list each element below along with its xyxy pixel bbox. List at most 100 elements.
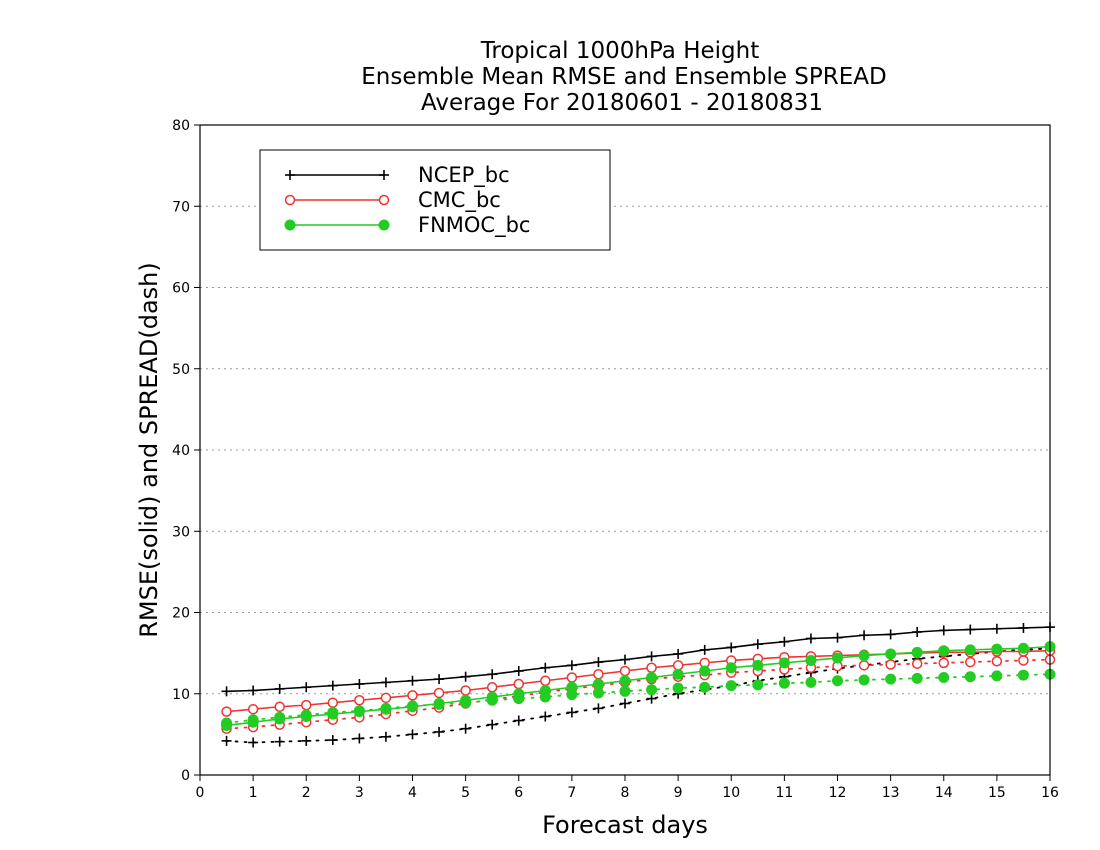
ncep-bc-rmse-point: [354, 679, 365, 689]
fnmoc-bc-rmse-point: [327, 708, 339, 720]
cmc-bc-spread-point: [965, 656, 976, 668]
ncep-bc-rmse-point: [301, 682, 312, 693]
y-tick-label: 20: [172, 606, 190, 622]
ncep-bc-spread-point: [407, 729, 418, 740]
ncep-bc-rmse-line: [226, 626, 1051, 693]
fnmoc-bc-rmse-point: [513, 688, 525, 700]
fnmoc-bc-spread-point: [699, 681, 711, 693]
x-tick-label: 1: [249, 785, 258, 801]
cmc-bc-spread-point: [885, 659, 896, 670]
fnmoc-bc-spread-point: [646, 684, 658, 696]
ncep-bc-rmse-point: [487, 669, 498, 680]
ncep-bc-spread-point: [460, 723, 471, 734]
fnmoc-bc-rmse-point: [752, 659, 764, 671]
ncep-bc-spread-point: [274, 736, 285, 747]
ncep-bc-rmse-point: [885, 629, 896, 640]
ncep-bc-rmse-point: [752, 639, 763, 650]
y-tick-label: 30: [172, 524, 190, 540]
fnmoc-bc-rmse-point: [407, 701, 418, 713]
fnmoc-bc-spread-point: [672, 682, 684, 694]
fnmoc-bc-rmse-point: [699, 665, 711, 677]
cmc-bc-rmse-point: [619, 665, 631, 677]
cmc-bc-rmse-point: [301, 699, 312, 711]
ncep-bc-rmse-point: [1018, 622, 1029, 633]
ncep-bc-rmse-point: [965, 624, 976, 635]
legend-marker: [378, 194, 390, 206]
cmc-bc-rmse-point: [221, 706, 232, 717]
cmc-bc-rmse-point: [460, 685, 471, 696]
ncep-bc-spread-point: [513, 715, 524, 726]
cmc-bc-spread-point: [991, 656, 1003, 667]
ncep-bc-rmse-point: [513, 666, 524, 676]
ncep-bc-spread-point: [646, 693, 657, 704]
ncep-bc-rmse-point: [540, 662, 551, 673]
fnmoc-bc-rmse-point: [433, 698, 445, 709]
ncep-bc-spread-line: [225, 647, 1051, 744]
cmc-bc-spread-point: [858, 660, 870, 671]
ncep-bc-rmse-point: [859, 630, 870, 641]
legend-item-ncep-bc: NCEP_bc: [285, 163, 510, 188]
cmc-bc-rmse-point: [486, 682, 498, 693]
ncep-bc-rmse-point: [991, 623, 1002, 634]
x-tick-label: 15: [988, 785, 1006, 801]
ncep-bc-spread-point: [620, 698, 630, 709]
fnmoc-bc-rmse-point: [274, 713, 286, 725]
x-tick-label: 5: [461, 785, 470, 801]
ncep-bc-rmse-point: [380, 677, 391, 688]
cmc-bc-rmse-point: [566, 672, 578, 683]
ncep-bc-rmse-point: [248, 685, 259, 696]
ncep-bc-spread-point: [380, 731, 391, 742]
ncep-bc-spread-point: [540, 711, 551, 722]
y-tick-label: 50: [172, 362, 190, 378]
cmc-bc-rmse-point: [274, 701, 285, 712]
x-tick-label: 10: [722, 785, 740, 801]
y-tick-label: 60: [172, 281, 190, 297]
ncep-bc-rmse-point: [327, 680, 338, 691]
fnmoc-bc-rmse-point: [672, 668, 684, 680]
fnmoc-bc-spread-point: [619, 685, 631, 697]
fnmoc-bc-spread-point: [991, 670, 1003, 682]
ncep-bc-rmse-point: [460, 671, 471, 682]
title-line-3: Average For 20180601 - 20180831: [421, 90, 823, 116]
ncep-bc-rmse-point: [726, 642, 737, 653]
ncep-bc-rmse-point: [912, 627, 923, 637]
cmc-bc-rmse-point: [513, 678, 524, 690]
x-tick-label: 7: [567, 785, 576, 801]
fnmoc-bc-rmse-point: [725, 662, 737, 674]
y-tick-label: 40: [172, 443, 190, 459]
fnmoc-bc-rmse-point: [460, 694, 472, 706]
ncep-bc-rmse-point: [407, 675, 418, 686]
ncep-bc-rmse-point: [938, 625, 949, 636]
fnmoc-bc-rmse-point: [885, 648, 897, 660]
fnmoc-bc-rmse-point: [991, 643, 1003, 655]
ncep-bc-spread-point: [434, 726, 445, 737]
x-tick-label: 9: [674, 785, 683, 801]
ncep-bc-rmse-point: [566, 660, 577, 671]
cmc-bc-rmse-point: [433, 687, 445, 699]
fnmoc-bc-spread-point: [778, 677, 790, 689]
ncep-bc-rmse-point: [699, 644, 710, 655]
cmc-bc-rmse-point: [672, 660, 684, 671]
ncep-bc-rmse-point: [593, 657, 604, 668]
cmc-bc-rmse-point: [540, 675, 551, 686]
fnmoc-bc-spread-point: [832, 675, 843, 687]
ncep-bc-rmse-point: [779, 636, 790, 647]
fnmoc-bc-rmse-point: [380, 703, 392, 715]
cmc-bc-rmse-point: [327, 697, 339, 708]
y-tick-label: 10: [172, 687, 190, 703]
legend-item-cmc-bc: CMC_bc: [284, 188, 501, 213]
legend-marker: [284, 219, 296, 231]
legend-marker: [285, 170, 295, 180]
ncep-bc-rmse-point: [673, 648, 684, 659]
x-tick-label: 0: [196, 785, 205, 801]
fnmoc-bc-rmse-point: [805, 654, 817, 666]
x-tick-label: 8: [621, 785, 630, 801]
cmc-bc-rmse-point: [380, 692, 392, 704]
x-tick-label: 3: [355, 785, 364, 801]
fnmoc-bc-spread-point: [725, 680, 737, 692]
fnmoc-bc-rmse-point: [858, 650, 870, 662]
legend-marker: [378, 219, 390, 231]
fnmoc-bc-rmse-point: [646, 672, 658, 683]
